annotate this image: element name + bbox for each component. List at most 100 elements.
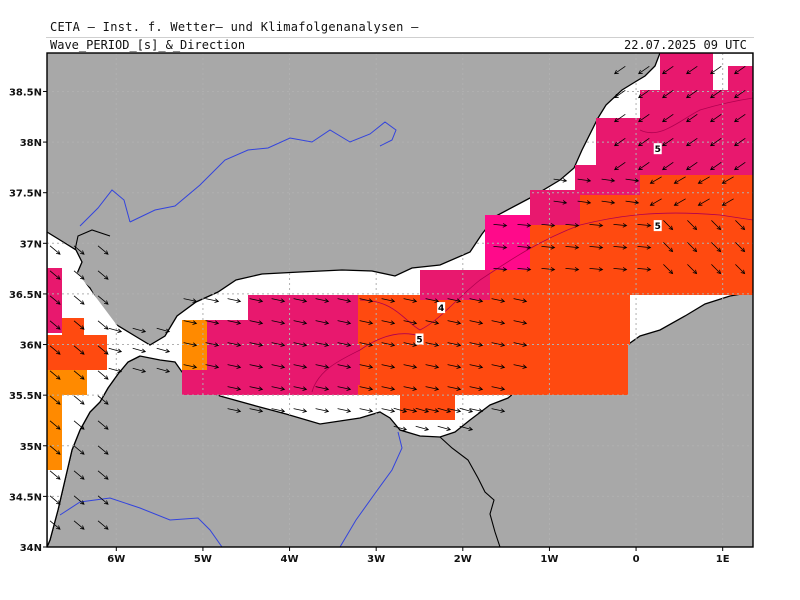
direction-arrow: [491, 408, 506, 413]
direction-arrow: [589, 245, 604, 250]
direction-arrow: [73, 295, 85, 305]
lon-tick-label: 6W: [107, 554, 125, 565]
direction-arrow: [227, 408, 242, 413]
direction-arrow: [403, 408, 418, 413]
direction-arrow: [249, 320, 264, 325]
direction-arrow: [687, 264, 698, 275]
direction-arrow: [447, 320, 462, 325]
period-cell: [485, 215, 530, 270]
direction-arrow: [293, 320, 308, 325]
direction-arrow: [73, 520, 85, 530]
direction-arrow: [381, 320, 396, 325]
direction-arrow: [249, 298, 264, 303]
direction-arrow: [49, 470, 61, 480]
direction-arrow: [108, 347, 123, 353]
direction-arrow: [49, 395, 61, 405]
direction-arrow: [613, 245, 628, 250]
direction-arrow: [589, 223, 604, 228]
contour-labels: 4 5 5 5: [415, 143, 662, 345]
direction-arrow: [649, 198, 662, 206]
direction-arrow: [513, 298, 528, 303]
direction-arrow: [359, 386, 374, 391]
direction-arrow: [697, 198, 710, 206]
direction-arrow: [403, 364, 418, 369]
direction-arrow: [662, 65, 674, 75]
contour-label: 5: [655, 222, 661, 232]
direction-arrow: [614, 137, 626, 147]
direction-arrow: [469, 386, 484, 391]
direction-arrow: [638, 89, 650, 99]
direction-arrow: [415, 407, 430, 413]
direction-arrow: [425, 298, 440, 303]
direction-arrow: [687, 242, 698, 253]
direction-arrow: [73, 395, 85, 405]
direction-arrow: [491, 298, 506, 303]
direction-arrow: [637, 267, 652, 272]
direction-arrow: [469, 320, 484, 325]
period-cell: [400, 395, 455, 420]
direction-arrow: [469, 408, 484, 413]
contour-label: 5: [416, 335, 422, 345]
direction-arrow: [469, 342, 484, 347]
direction-arrow: [437, 425, 452, 431]
direction-arrow: [393, 425, 408, 431]
direction-arrow: [734, 161, 746, 171]
period-cell: [47, 268, 62, 333]
direction-arrow: [97, 420, 109, 430]
direction-arrow: [227, 298, 242, 303]
direction-arrow: [663, 242, 674, 253]
direction-arrow: [403, 298, 418, 303]
direction-arrow: [425, 342, 440, 347]
direction-arrow: [403, 386, 418, 391]
lat-tick-label: 38.5N: [9, 87, 42, 98]
direction-arrow: [49, 370, 61, 380]
direction-arrow: [721, 198, 734, 206]
direction-arrow: [614, 89, 626, 99]
direction-arrow: [359, 320, 374, 325]
direction-arrow: [73, 245, 85, 255]
axis-ticks: 6W 5W 4W 3W 2W 1W 0 1E 34N 34.5N 35N 35.5N 36N 36.5N 3…: [9, 87, 730, 565]
direction-arrow: [227, 364, 242, 369]
direction-arrow: [447, 408, 462, 413]
direction-arrow: [415, 425, 430, 431]
contour-line: [359, 212, 753, 331]
direction-arrow: [711, 242, 722, 253]
period-cell: [660, 53, 713, 93]
direction-arrow: [517, 267, 532, 272]
direction-arrow: [637, 245, 652, 250]
direction-arrow: [315, 342, 330, 347]
direction-arrow: [108, 327, 123, 333]
direction-arrow: [271, 386, 286, 391]
direction-arrow: [97, 470, 109, 480]
direction-arrow: [614, 65, 626, 75]
direction-arrow: [513, 342, 528, 347]
direction-arrow: [293, 364, 308, 369]
direction-arrow: [205, 320, 220, 325]
direction-arrow: [315, 364, 330, 369]
direction-arrow: [662, 113, 674, 123]
direction-arrow: [686, 137, 698, 147]
direction-arrow: [447, 364, 462, 369]
lat-tick-label: 34N: [20, 543, 42, 554]
direction-arrow: [381, 386, 396, 391]
direction-arrow: [49, 520, 61, 530]
direction-arrow: [97, 345, 109, 355]
direction-arrow: [249, 386, 264, 391]
direction-arrow: [565, 267, 580, 272]
direction-arrow: [613, 267, 628, 272]
direction-arrow: [469, 298, 484, 303]
direction-arrow: [337, 298, 352, 303]
wave-direction-arrows: [49, 65, 746, 530]
direction-arrow: [638, 137, 650, 147]
direction-arrow: [132, 347, 147, 353]
direction-arrow: [359, 408, 374, 413]
direction-arrow: [425, 386, 440, 391]
direction-arrow: [381, 408, 396, 413]
direction-arrow: [517, 223, 532, 228]
direction-arrow: [73, 470, 85, 480]
atlantic-sea: [47, 232, 141, 547]
contour-label-bg: [415, 333, 424, 345]
direction-arrow: [614, 113, 626, 123]
direction-arrow: [97, 320, 109, 330]
direction-arrow: [710, 89, 722, 99]
